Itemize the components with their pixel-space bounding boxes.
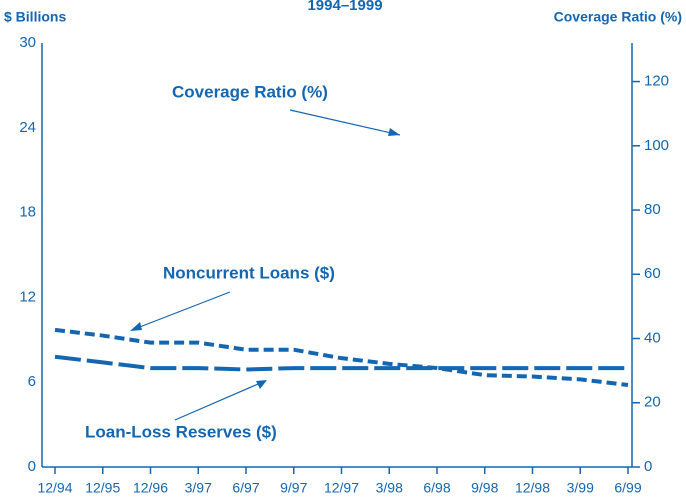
x-tick-label: 12/96 (133, 480, 168, 496)
series-label: Noncurrent Loans ($) (163, 263, 335, 282)
x-tick-label: 12/98 (515, 480, 550, 496)
annotation: Coverage Ratio (%) (172, 82, 328, 101)
y-tick-label: 6 (28, 373, 36, 390)
y-tick-label: 30 (19, 34, 36, 51)
series-line (54, 354, 628, 372)
x-tick-label: 9/97 (280, 480, 307, 496)
y2-tick-label: 100 (644, 137, 669, 154)
x-tick-label: 9/98 (471, 480, 498, 496)
y2-tick-label: 60 (644, 265, 661, 282)
y2-tick-label: 20 (644, 394, 661, 411)
arrow (174, 380, 266, 421)
x-tick-label: 3/99 (567, 480, 594, 496)
x-tick-label: 6/97 (232, 480, 259, 496)
x-tick-label: 12/94 (37, 480, 72, 496)
x-tick-label: 6/98 (423, 480, 450, 496)
y2-tick-label: 120 (644, 73, 669, 90)
x-tick-label: 3/97 (185, 480, 212, 496)
x-tick-label: 12/97 (324, 480, 359, 496)
x-tick-label: 3/98 (376, 480, 403, 496)
arrow (289, 109, 401, 136)
y-tick-label: 0 (28, 458, 36, 475)
arrowhead (388, 128, 400, 136)
y-tick-label: 12 (19, 288, 36, 305)
arrowhead (130, 322, 142, 331)
y2-tick-label: 80 (644, 201, 661, 218)
series-line (54, 327, 629, 388)
arrowhead (256, 380, 267, 389)
y2-axis-label: Coverage Ratio (%) (554, 9, 682, 25)
x-tick-label: 12/95 (85, 480, 120, 496)
y-tick-label: 18 (19, 204, 36, 221)
arrow (131, 291, 231, 331)
chart-title: 1994–1999 (307, 0, 382, 14)
y-tick-label: 24 (19, 119, 36, 136)
y2-tick-label: 0 (644, 458, 652, 475)
y-axis-label: $ Billions (4, 9, 66, 25)
series-label: Loan-Loss Reserves ($) (85, 422, 277, 441)
x-tick-label: 6/99 (614, 480, 641, 496)
y2-tick-label: 40 (644, 329, 661, 346)
